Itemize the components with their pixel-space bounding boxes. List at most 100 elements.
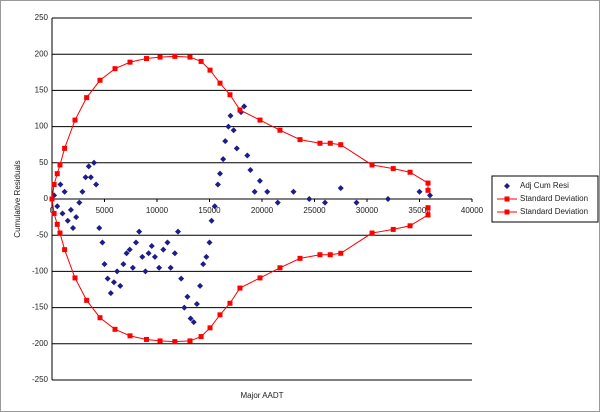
point xyxy=(82,174,89,181)
point xyxy=(70,224,76,231)
x-tick-label: 35000 xyxy=(408,206,431,215)
point xyxy=(207,67,213,73)
point xyxy=(96,224,103,231)
point xyxy=(200,261,207,268)
point xyxy=(120,261,127,268)
point xyxy=(425,180,431,186)
point xyxy=(97,315,103,321)
y-tick-label: 50 xyxy=(39,158,48,167)
point xyxy=(181,304,188,311)
point xyxy=(91,159,97,166)
x-tick-label: 5000 xyxy=(96,206,114,215)
point xyxy=(190,319,197,326)
point xyxy=(416,188,423,195)
point xyxy=(129,264,136,271)
point xyxy=(151,253,158,260)
y-tick-label: -50 xyxy=(36,230,48,239)
point xyxy=(175,228,181,235)
point xyxy=(247,167,254,174)
point xyxy=(184,293,191,300)
point xyxy=(207,325,213,331)
point xyxy=(198,334,204,340)
point xyxy=(222,138,229,145)
point xyxy=(290,188,297,195)
y-tick-label: 100 xyxy=(35,122,49,131)
x-tick-label: 20000 xyxy=(251,206,274,215)
point xyxy=(297,255,303,261)
point xyxy=(187,338,193,344)
point xyxy=(72,275,78,281)
point xyxy=(353,199,360,206)
point xyxy=(57,181,64,188)
point xyxy=(217,312,223,318)
point xyxy=(54,171,60,177)
point xyxy=(317,140,323,146)
point xyxy=(237,285,243,291)
point xyxy=(208,217,215,224)
point xyxy=(385,196,391,202)
point xyxy=(62,247,68,253)
x-tick-label: 40000 xyxy=(461,206,484,215)
point xyxy=(99,239,106,246)
legend-label: Adj Cum Resi xyxy=(520,181,569,190)
point xyxy=(145,250,152,257)
point xyxy=(369,162,375,168)
x-axis-title: Major AADT xyxy=(240,391,283,400)
point xyxy=(257,275,263,281)
point xyxy=(277,127,283,133)
y-tick-label: 200 xyxy=(35,49,49,58)
legend-marker xyxy=(504,183,510,189)
point xyxy=(187,54,193,60)
point xyxy=(193,300,200,307)
point xyxy=(198,58,204,64)
point xyxy=(67,206,74,213)
point xyxy=(79,188,86,195)
point xyxy=(407,169,413,175)
point xyxy=(327,252,333,258)
point xyxy=(84,95,90,101)
point xyxy=(157,54,163,60)
point xyxy=(54,221,60,227)
point xyxy=(59,210,66,217)
point xyxy=(322,199,328,206)
point xyxy=(172,53,178,59)
series-line xyxy=(51,55,429,200)
point xyxy=(57,162,63,168)
y-tick-label: 150 xyxy=(35,86,49,95)
legend-label: Standard Deviation xyxy=(520,194,588,203)
point xyxy=(251,188,258,195)
x-tick-label: 30000 xyxy=(356,206,379,215)
point xyxy=(227,92,233,98)
point xyxy=(104,275,111,282)
point xyxy=(97,77,103,83)
x-tick-label: 15000 xyxy=(198,206,221,215)
point xyxy=(187,315,194,322)
point xyxy=(107,290,114,297)
point xyxy=(264,188,271,195)
point xyxy=(369,230,375,236)
point xyxy=(164,239,171,246)
y-tick-label: -100 xyxy=(32,267,49,276)
x-tick-label: 0 xyxy=(50,206,55,215)
point xyxy=(237,107,243,113)
point xyxy=(126,246,133,253)
point xyxy=(297,137,303,143)
point xyxy=(306,196,313,202)
point xyxy=(211,203,218,210)
point xyxy=(203,253,210,260)
point xyxy=(123,250,130,257)
y-tick-label: 0 xyxy=(44,194,49,203)
point xyxy=(338,250,344,256)
point xyxy=(101,261,108,268)
y-tick-label: 250 xyxy=(35,13,49,22)
y-tick-label: -250 xyxy=(32,375,49,384)
point xyxy=(327,140,333,146)
point xyxy=(49,196,55,202)
point xyxy=(427,192,433,199)
point xyxy=(61,188,68,195)
point xyxy=(142,268,149,275)
point xyxy=(317,252,323,258)
point xyxy=(257,117,263,123)
point xyxy=(227,300,233,306)
